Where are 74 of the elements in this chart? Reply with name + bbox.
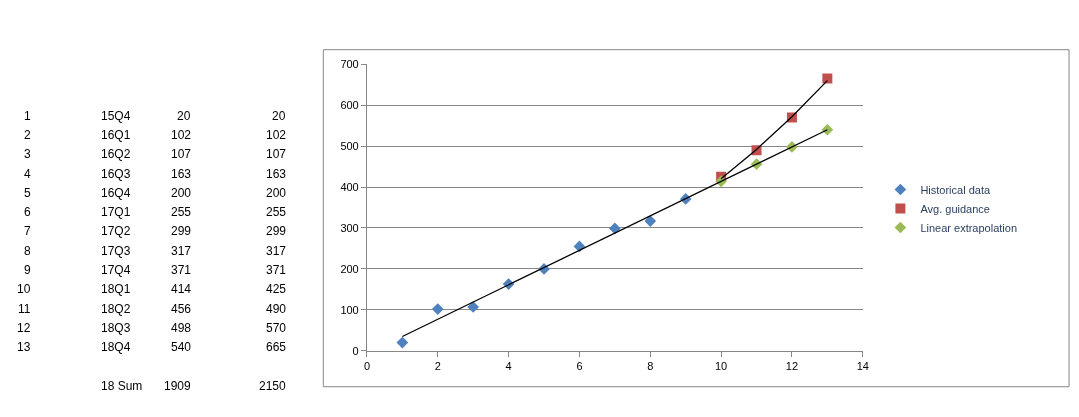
text: 317 [266, 244, 287, 258]
text: 200 [266, 186, 287, 200]
x-tick-label: 0 [363, 359, 370, 372]
text: 18Q3 [101, 321, 131, 335]
x-tick-label: 14 [856, 359, 869, 372]
legend-label: Historical data [920, 183, 991, 196]
text: 20 [177, 109, 191, 123]
text: 163 [171, 167, 192, 181]
text: 1 [24, 109, 31, 123]
text: 13 [17, 340, 31, 354]
text: 3 [24, 147, 31, 161]
y-tick-label: 300 [340, 221, 359, 234]
text: 299 [266, 224, 287, 238]
text: 16Q1 [101, 128, 131, 142]
text: 11 [18, 302, 31, 316]
x-tick-label: 12 [785, 359, 799, 372]
y-tick-label: 0 [352, 344, 359, 357]
text: 9 [24, 263, 31, 277]
text: 107 [171, 147, 192, 161]
text: 17Q4 [101, 263, 131, 277]
text: 12 [17, 321, 31, 335]
y-tick-label: 700 [340, 58, 359, 71]
text: 6 [24, 205, 31, 219]
text: 17Q2 [101, 224, 131, 238]
text: 15Q4 [101, 109, 131, 123]
y-tick-label: 500 [340, 139, 359, 152]
text: 16Q2 [101, 147, 131, 161]
y-tick-label: 100 [340, 303, 359, 316]
text: 456 [171, 302, 192, 316]
text: 570 [266, 321, 287, 335]
x-tick-label: 2 [434, 359, 441, 372]
text: 371 [171, 263, 192, 277]
text: 2150 [259, 379, 287, 393]
x-tick-label: 4 [505, 359, 512, 372]
text: 540 [171, 340, 192, 354]
text: 425 [266, 282, 287, 296]
text: 255 [171, 205, 192, 219]
legend-label: Linear extrapolation [920, 221, 1018, 234]
text: 18Q2 [101, 302, 131, 316]
text: 317 [171, 244, 192, 258]
text: 414 [171, 282, 192, 296]
y-tick-label: 600 [340, 99, 359, 112]
text: 17Q3 [101, 244, 131, 258]
text: 371 [266, 263, 287, 277]
text: 7 [24, 224, 31, 238]
text: 200 [171, 186, 192, 200]
x-tick-label: 6 [576, 359, 583, 372]
y-tick-label: 200 [340, 262, 359, 275]
text: 20 [272, 109, 286, 123]
text: 498 [171, 321, 192, 335]
text: 1909 [164, 379, 192, 393]
text: 102 [266, 128, 287, 142]
text: 4 [24, 167, 31, 181]
text: 18 Sum [101, 379, 143, 393]
text: 490 [266, 302, 287, 316]
text: 255 [266, 205, 287, 219]
x-tick-label: 10 [714, 359, 728, 372]
text: 299 [171, 224, 192, 238]
legend-label: Avg. guidance [920, 202, 990, 215]
text: 17Q1 [101, 205, 131, 219]
text: 107 [266, 147, 287, 161]
text: 18Q1 [101, 282, 131, 296]
text: 10 [17, 282, 31, 296]
text: 102 [171, 128, 192, 142]
text: 163 [266, 167, 287, 181]
text: 665 [266, 340, 287, 354]
y-tick-label: 400 [340, 180, 359, 193]
text: 2 [24, 128, 31, 142]
text: 8 [24, 244, 31, 258]
text: 16Q4 [101, 186, 131, 200]
text: 16Q3 [101, 167, 131, 181]
text: 18Q4 [101, 340, 131, 354]
x-tick-label: 8 [647, 359, 654, 372]
text: 5 [24, 186, 31, 200]
